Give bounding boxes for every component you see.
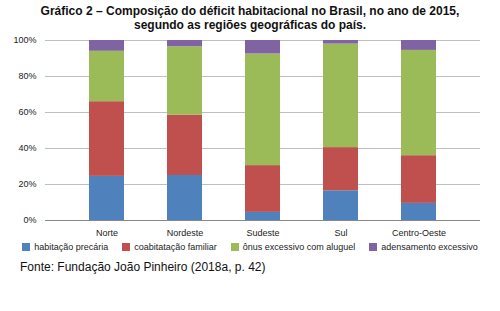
svg-text:Sul: Sul (334, 228, 347, 238)
svg-text:60%: 60% (18, 107, 36, 117)
svg-text:0%: 0% (23, 215, 36, 225)
svg-text:Nordeste: Nordeste (167, 228, 204, 238)
html-text:Gráfico 2 – Composição do défi: Gráfico 2 – Composição do déficit habita… (40, 4, 460, 32)
html-text:adensamento excessivo: adensamento excessivo (381, 242, 478, 252)
svg-text:80%: 80% (18, 71, 36, 81)
svg-text:40%: 40% (18, 143, 36, 153)
html-text:ônus excessivo com aluguel: ônus excessivo com aluguel (242, 242, 356, 252)
html-text:coabitatação familiar: coabitatação familiar (134, 242, 217, 252)
svg-text:100%: 100% (13, 35, 36, 45)
svg-text:20%: 20% (18, 179, 36, 189)
svg-text:Centro-Oeste: Centro-Oeste (392, 228, 446, 238)
html-text:habitação precária: habitação precária (34, 242, 109, 252)
html-text:Fonte: Fundação João Pinheiro: Fonte: Fundação João Pinheiro (2018a, p.… (20, 260, 266, 274)
svg-text:Norte: Norte (96, 228, 118, 238)
svg-text:Sudeste: Sudeste (246, 228, 279, 238)
